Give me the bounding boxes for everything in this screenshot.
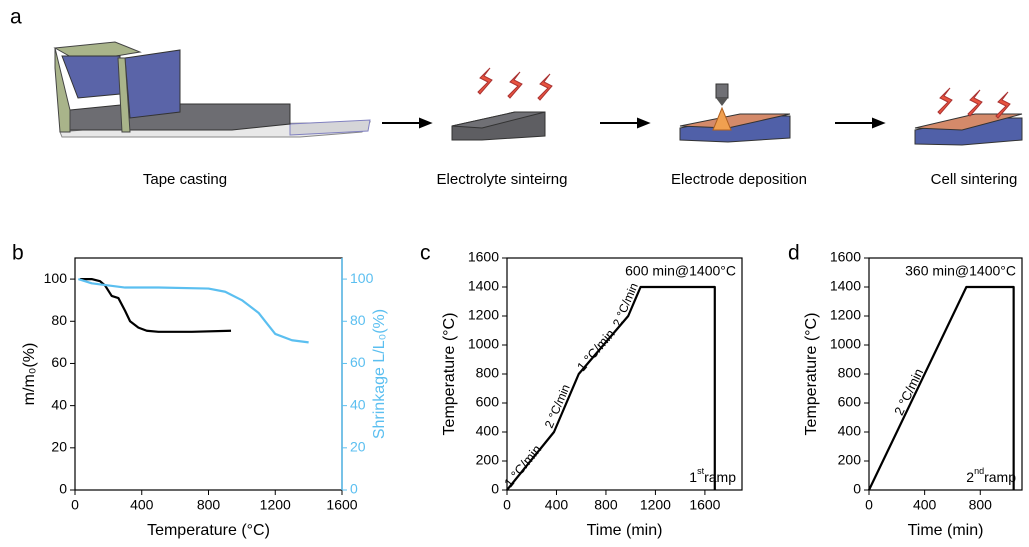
x-tick-label: 0 [71,497,79,513]
y-tick-label: 0 [853,481,861,497]
y-tick-label: 800 [476,365,500,381]
data-line [78,278,309,344]
rate-label: 2 °C/min [542,382,573,430]
y-tick-label: 0 [59,481,67,497]
tape-caster [53,41,372,138]
ramp-label-tail: ramp [984,469,1016,485]
y-tick-label: 80 [51,312,67,328]
y-tick-label: 800 [838,365,862,381]
y-tick-label: 1000 [830,336,861,352]
y-tick-label: 20 [51,439,67,455]
annotation: 600 min@1400°C [625,263,736,279]
y-tick-label: 1000 [468,336,499,352]
y-tick-label: 1600 [468,249,499,265]
rate-label: 1 °C/min [574,326,618,374]
y-tick-label: 40 [51,396,67,412]
data-line [868,285,1015,491]
ramp-label: 1stramp [689,466,736,484]
panel-label: b [12,242,24,265]
rate-label: 2 °C/min [610,281,641,329]
x-axis-title: Time (min) [587,522,663,539]
y-axis-title: m/m₀(%) [21,343,38,406]
x-tick-label: 1600 [689,497,720,513]
electrolyte-plate [451,67,553,141]
ramp-label: 2ndramp [966,466,1016,484]
y2-tick-label: 60 [350,354,366,370]
x-tick-label: 0 [503,497,511,513]
x-axis-title: Time (min) [908,522,984,539]
annotation: 360 min@1400°C [905,263,1016,279]
ramp-label-text: 2 [966,469,974,485]
x-tick-label: 0 [865,497,873,513]
y-tick-label: 1200 [830,307,861,323]
y2-tick-label: 20 [350,439,366,455]
x-tick-label: 800 [197,497,221,513]
x-tick-label: 800 [969,497,993,513]
y-tick-label: 600 [476,394,500,410]
y-tick-label: 0 [491,481,499,497]
y-tick-label: 1200 [468,307,499,323]
plot-frame [74,257,343,491]
y2-tick-label: 0 [350,481,358,497]
step-label: Electrolyte sinteirng [437,171,568,188]
y2-tick-label: 100 [350,270,374,286]
step-label: Cell sintering [931,171,1018,188]
y-tick-label: 400 [838,423,862,439]
data-line [506,285,716,491]
ramp-label-sup: st [697,466,705,476]
step-label: Tape casting [143,171,227,188]
plot-frame [868,257,1023,491]
panel-label: c [420,242,431,265]
deposition-plate [679,83,791,143]
x-tick-label: 400 [913,497,937,513]
x-tick-label: 400 [545,497,569,513]
rate-label: 2 °C/min [891,366,926,418]
x-tick-label: 1200 [260,497,291,513]
x-tick-label: 400 [130,497,154,513]
y2-axis-title: Shrinkage L/L₀(%) [371,309,388,439]
panel-label: d [788,242,800,265]
x-tick-label: 800 [594,497,618,513]
ramp-label-sup: nd [974,466,984,476]
y-axis-title: Temperature (°C) [803,313,820,436]
y-tick-label: 1600 [830,249,861,265]
process-arrows [382,117,886,129]
y-axis-title: Temperature (°C) [441,313,458,436]
ramp-label-tail: ramp [704,469,736,485]
y2-tick-label: 80 [350,312,366,328]
y-tick-label: 200 [476,452,500,468]
y-tick-label: 1400 [468,278,499,294]
y-tick-label: 600 [838,394,862,410]
y-tick-label: 100 [44,270,68,286]
ramp-label-text: 1 [689,469,697,485]
data-line [80,277,232,333]
y-tick-label: 400 [476,423,500,439]
x-tick-label: 1200 [640,497,671,513]
y2-tick-label: 40 [350,396,366,412]
y-tick-label: 200 [838,452,862,468]
panel-label: a [10,6,22,29]
step-label: Electrode deposition [671,171,807,188]
y-tick-label: 60 [51,354,67,370]
y-tick-label: 1400 [830,278,861,294]
x-tick-label: 1600 [326,497,357,513]
cell-plate [914,87,1023,146]
x-axis-title: Temperature (°C) [147,522,270,539]
